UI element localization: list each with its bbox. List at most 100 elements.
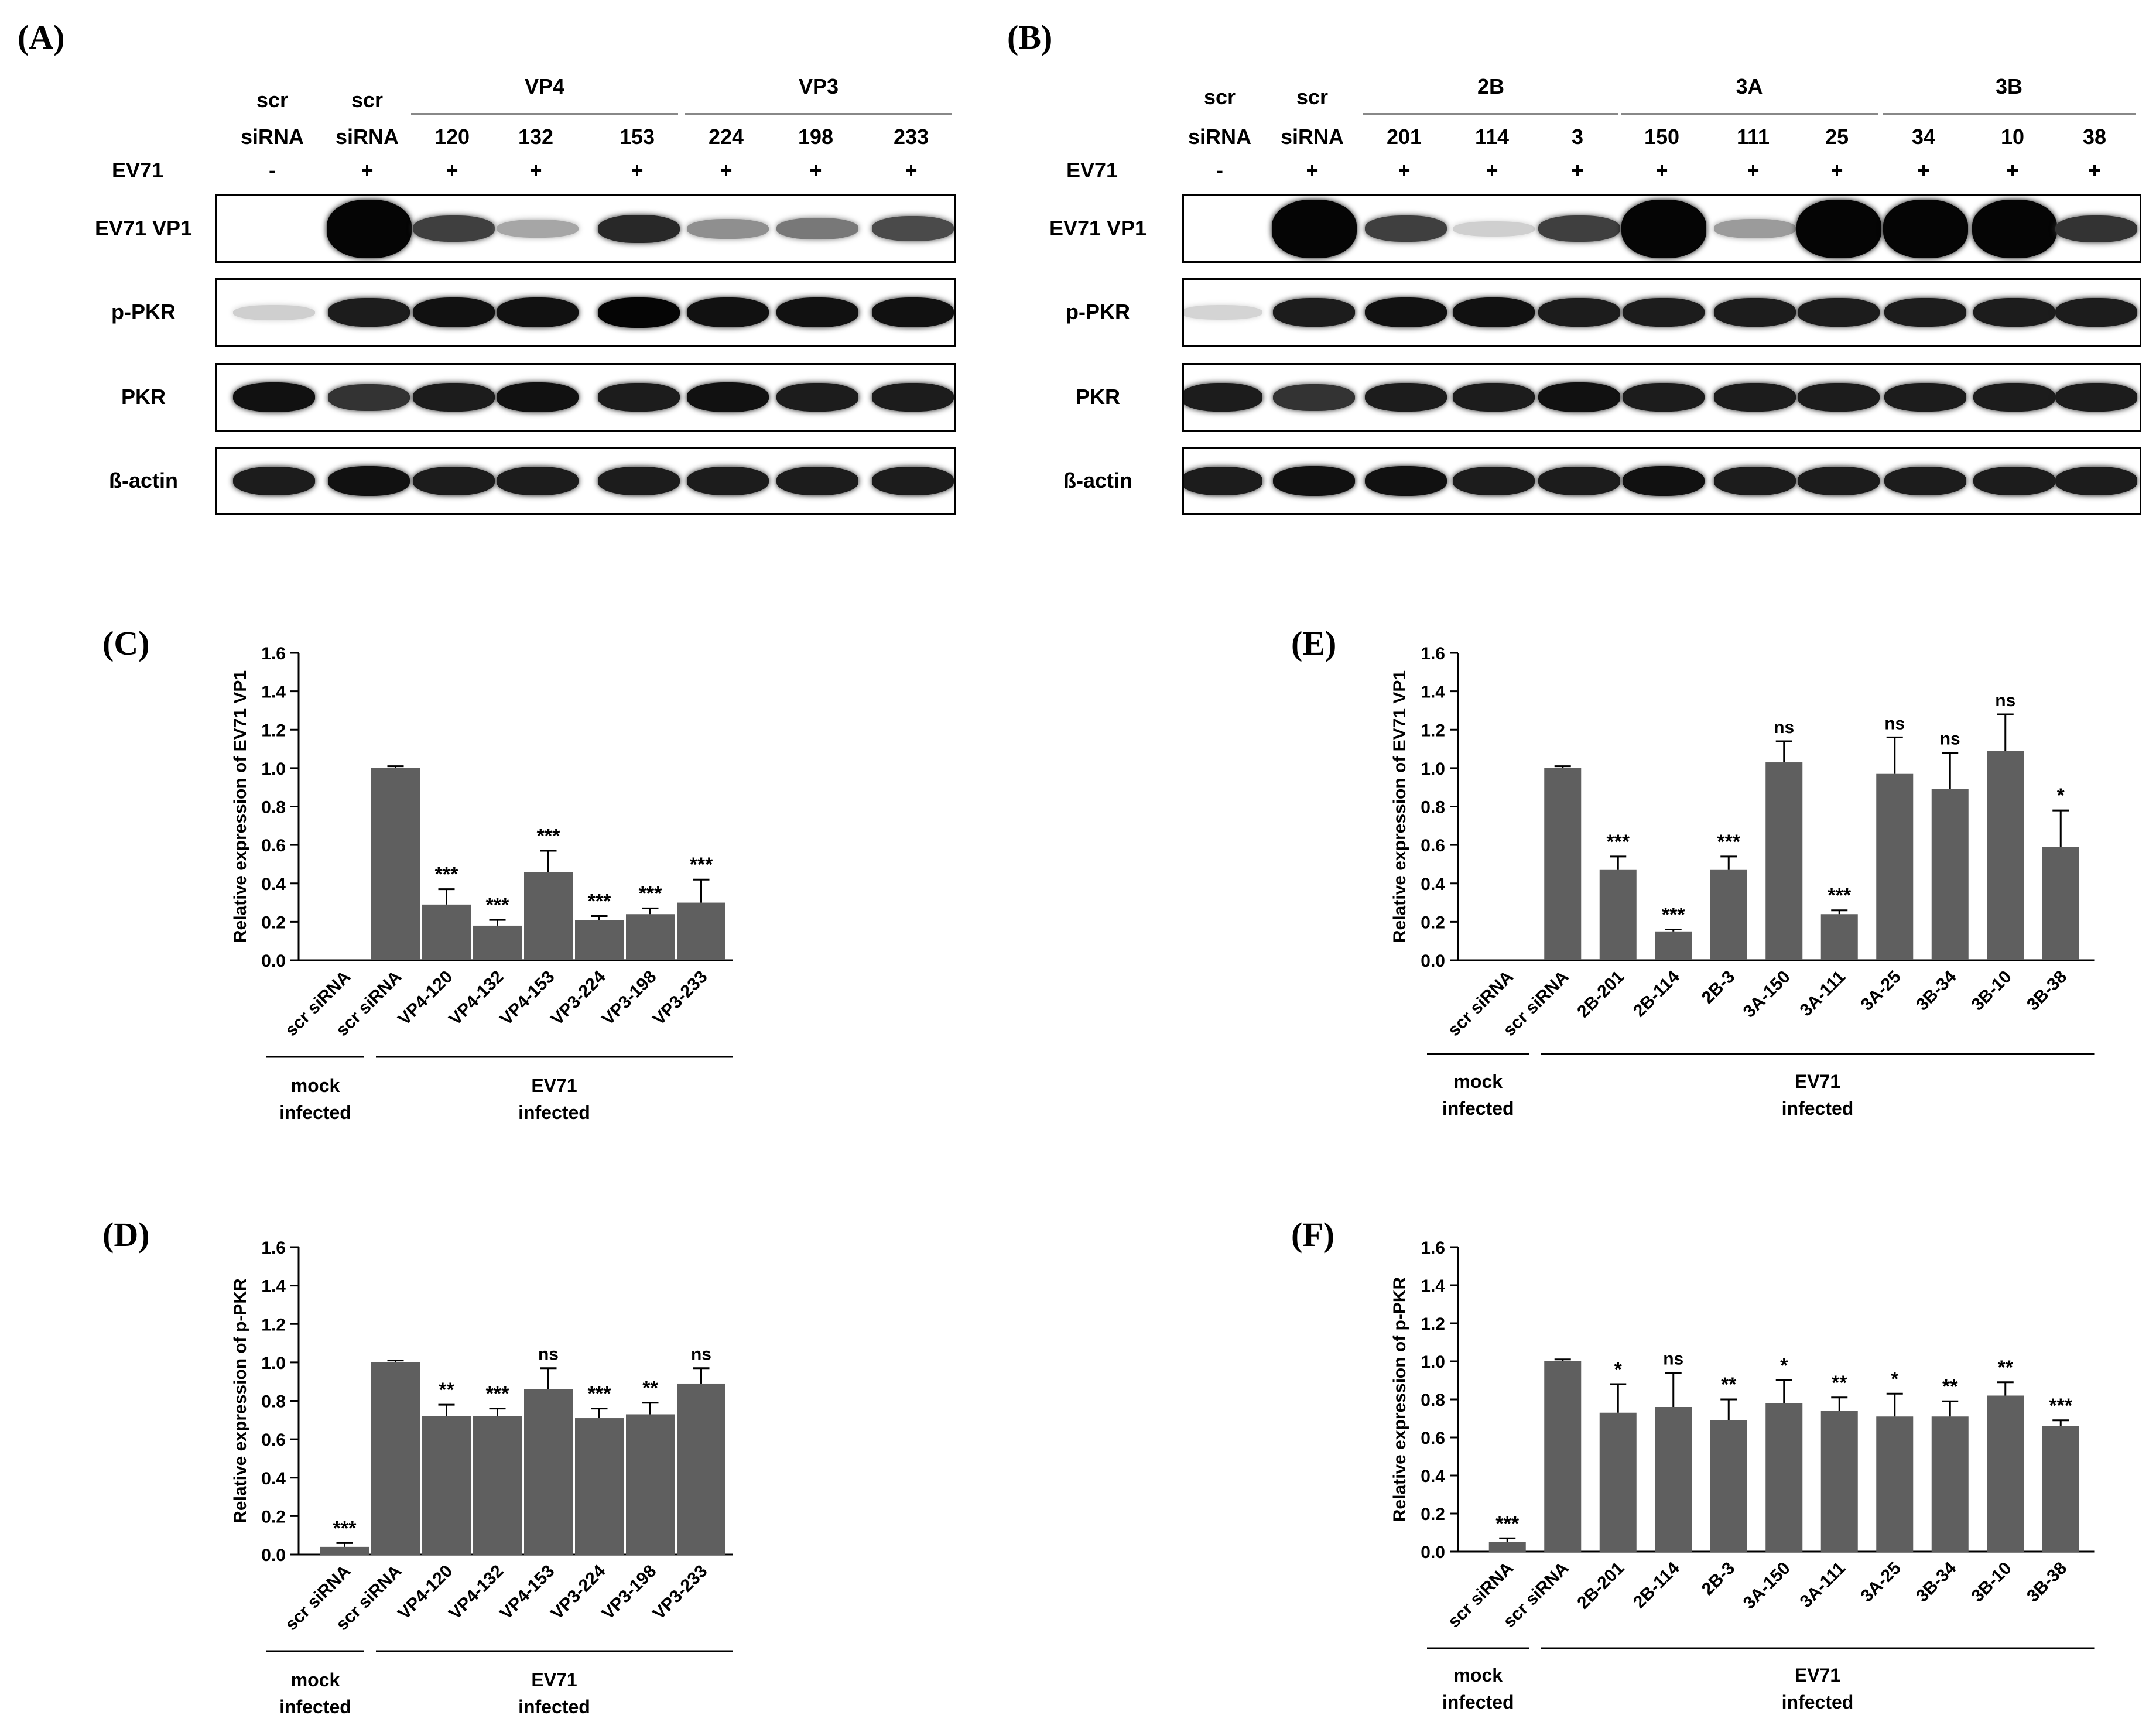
blot-band [1796,199,1881,258]
ev71-sign: + [2088,158,2101,182]
blot-band [1623,298,1705,327]
blot-band [497,382,579,412]
bar [1710,869,1747,960]
bar [1488,1542,1526,1552]
y-tick-label: 0.2 [1421,913,1445,932]
significance-label: * [1780,1355,1788,1377]
y-tick-label: 0.2 [1421,1505,1445,1524]
bar [575,920,624,960]
group-label-line1: mock [1453,1071,1503,1092]
bar [473,925,522,960]
blot-band [1973,467,2055,495]
bar [1655,1407,1692,1552]
blot-band [413,467,495,495]
y-tick-label: 1.6 [261,1238,286,1258]
blot-band [413,383,495,412]
y-tick-label: 0.0 [261,1546,286,1565]
significance-label: ** [1942,1375,1958,1398]
group-label: 3B [1995,74,2023,98]
significance-label: *** [435,864,458,886]
y-tick-label: 1.6 [1421,1238,1445,1258]
y-tick-label: 0.2 [261,1507,286,1526]
ev71-sign: + [1306,158,1319,182]
significance-label: ns [1995,691,2015,710]
bar [1765,762,1803,960]
blot-band [328,298,410,327]
lane-header-bottom: 198 [798,125,834,149]
blot-band [1798,467,1880,495]
bar [1765,1403,1803,1552]
lane-header-bottom: 150 [1644,125,1680,149]
blot-band [1714,383,1796,412]
blot-band [1714,298,1796,327]
category-label: 3B-38 [2023,1559,2071,1606]
blot-band [598,297,680,328]
lane-header-bottom: 111 [1736,125,1770,149]
y-tick-label: 1.4 [1421,683,1445,702]
group-label-line1: EV71 [531,1075,577,1096]
y-axis-label: Relative expression of p-PKR [1390,1276,1409,1522]
group-label: VP3 [798,74,839,98]
ev71-sign: - [1216,158,1223,182]
blot-row-label: EV71 VP1 [94,215,193,240]
y-tick-label: 0.0 [261,951,286,971]
lane-header-bottom: 132 [518,125,554,149]
bar [575,1418,624,1555]
significance-label: ns [538,1345,559,1364]
bar [2042,1426,2079,1552]
significance-label: ** [642,1377,658,1399]
blot-band [1538,467,1620,495]
bar [626,914,675,960]
group-label-line2: infected [1782,1098,1854,1119]
bar [1876,773,1914,960]
y-tick-label: 1.6 [261,644,286,663]
bar [1987,1395,2024,1552]
significance-label: ns [1774,718,1794,737]
y-tick-label: 0.8 [1421,1391,1445,1410]
lane-header-bottom: 120 [434,125,470,149]
lane-header-top: scr [256,88,289,112]
bar [320,1546,369,1555]
blot-band [687,382,769,412]
blot-band [1184,383,1262,412]
blot-row-label: PKR [1075,384,1120,409]
blot-row-label: p-PKR [111,299,176,324]
blot-band [598,214,680,243]
y-tick-label: 1.6 [1421,644,1445,663]
significance-label: * [1614,1358,1623,1381]
y-tick-label: 1.0 [1421,1353,1445,1372]
y-tick-label: 1.4 [261,1277,286,1296]
group-line [1621,113,1878,115]
y-tick-label: 0.8 [261,798,286,817]
blot-band [328,466,410,496]
y-tick-label: 0.6 [1421,1429,1445,1448]
blot-band [1621,199,1706,258]
category-label: 2B-201 [1573,1559,1628,1613]
category-label: 3A-111 [1796,1559,1850,1612]
lane-header-bottom: 224 [708,125,744,149]
significance-label: *** [1717,831,1740,853]
category-label: 3A-25 [1857,1559,1905,1606]
blot-band [1884,467,1966,495]
blot-band [1798,298,1880,327]
blot-band [687,467,769,495]
y-tick-label: 0.4 [1421,875,1445,894]
blot-strip [215,447,956,515]
blot-strip [1182,363,2141,432]
ev71-sign: + [631,158,644,182]
blot-band [1273,298,1355,327]
y-tick-label: 1.2 [1421,1314,1445,1334]
blot-band [1538,298,1620,327]
y-tick-label: 0.0 [1421,1543,1445,1562]
group-line [1363,113,1618,115]
panel-label-e: (E) [1291,624,1337,662]
ev71-sign: + [1917,158,1930,182]
category-label: 3B-10 [1968,1559,2015,1606]
group-label-line1: EV71 [1795,1071,1840,1092]
bar [1544,1361,1582,1552]
group-label-line2: infected [518,1102,590,1123]
lane-header-bottom: 153 [619,125,655,149]
